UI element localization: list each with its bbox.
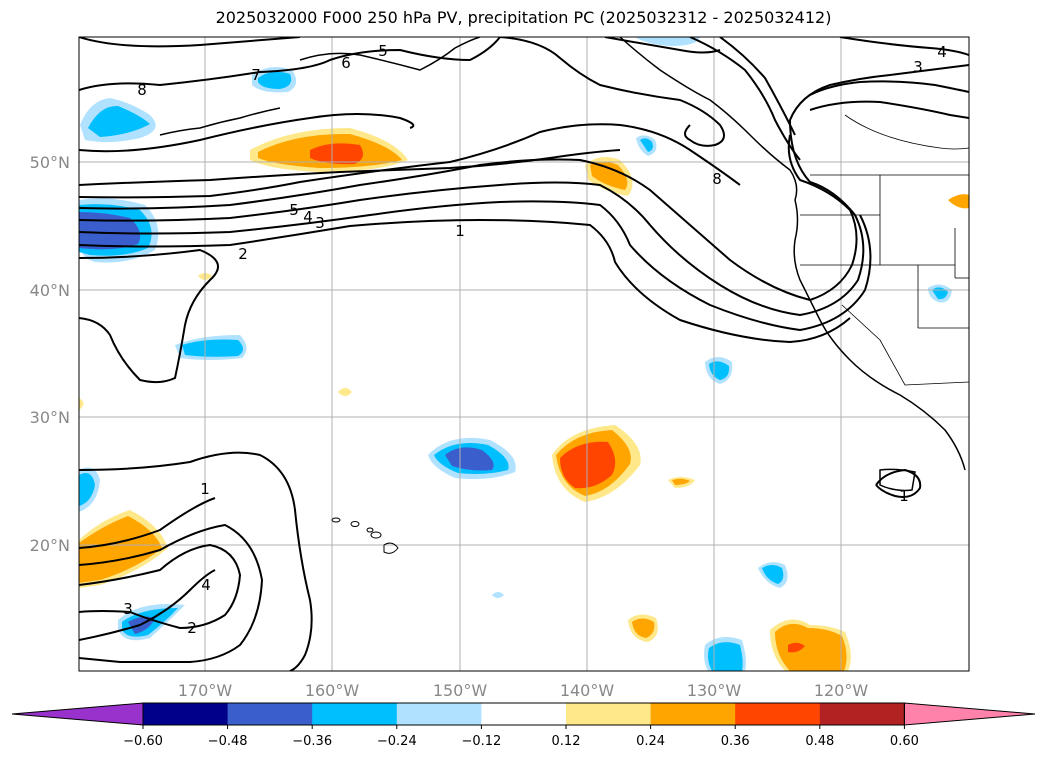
contour-label: 4 xyxy=(201,576,211,594)
colorbar-tick-label: −0.12 xyxy=(461,734,501,749)
contour-label: 4 xyxy=(937,43,947,61)
coastlines xyxy=(159,37,966,492)
gridlines xyxy=(79,37,969,671)
contour-label: 8 xyxy=(712,170,722,188)
contour-label: 8 xyxy=(137,81,147,99)
colorbar-tick-label: −0.48 xyxy=(208,734,248,749)
lon-label-160w: 160°W xyxy=(305,681,360,700)
colorbar-tick-label: 0.60 xyxy=(890,734,919,749)
hawaii-islands xyxy=(331,517,399,554)
colorbar-segment xyxy=(227,703,313,725)
colorbar-tick-label: 0.48 xyxy=(805,734,834,749)
map-panel: 8 7 6 5 5 4 3 2 1 8 3 4 1 4 3 2 1 xyxy=(79,37,969,671)
contour-label: 6 xyxy=(341,54,351,72)
colorbar-segment xyxy=(819,703,905,725)
political-borders xyxy=(800,114,969,386)
contour-label: 3 xyxy=(123,600,133,618)
lon-label-130w: 130°W xyxy=(687,681,742,700)
lat-label-40n: 40°N xyxy=(30,281,70,300)
contour-label: 3 xyxy=(315,214,325,232)
contour-label: 2 xyxy=(238,245,248,263)
longitude-labels: 170°W 160°W 150°W 140°W 130°W 120°W xyxy=(178,681,869,700)
colorbar-tick-label: −0.36 xyxy=(292,734,332,749)
colorbar-segment xyxy=(396,703,482,725)
colorbar-extend-right xyxy=(903,702,1036,726)
lat-label-50n: 50°N xyxy=(30,153,70,172)
lat-label-20n: 20°N xyxy=(30,536,70,555)
colorbar-tick-label: 0.36 xyxy=(721,734,750,749)
lon-label-170w: 170°W xyxy=(178,681,233,700)
contour-label: 1 xyxy=(455,222,465,240)
colorbar-segment xyxy=(566,703,652,725)
lon-label-120w: 120°W xyxy=(814,681,869,700)
lon-label-140w: 140°W xyxy=(560,681,615,700)
contour-label: 5 xyxy=(289,201,299,219)
colorbar-segment xyxy=(650,703,736,725)
colorbar-tick-label: −0.60 xyxy=(123,734,163,749)
colorbar-frame xyxy=(142,702,905,726)
contour-label: 1 xyxy=(899,487,909,505)
colorbar-tick-label: 0.12 xyxy=(552,734,581,749)
map-frame xyxy=(78,36,970,672)
pv-contours xyxy=(79,37,969,671)
contour-label: 7 xyxy=(251,66,261,84)
contour-labels: 8 7 6 5 5 4 3 2 1 8 3 4 1 4 3 2 1 xyxy=(123,42,947,637)
lat-label-30n: 30°N xyxy=(30,408,70,427)
colorbar-tick-label: −0.24 xyxy=(377,734,417,749)
colorbar-extend-left xyxy=(11,702,144,726)
contour-label: 2 xyxy=(187,619,197,637)
contour-label: 4 xyxy=(303,208,313,226)
colorbar-segment xyxy=(481,703,567,725)
lon-label-150w: 150°W xyxy=(433,681,488,700)
colorbar-segment xyxy=(735,703,821,725)
colorbar-tick-label: 0.24 xyxy=(636,734,665,749)
colorbar: −0.60 −0.48 −0.36 −0.24 −0.12 0.12 0.24 0.36 0.4… xyxy=(11,702,1036,749)
contour-label: 5 xyxy=(378,42,388,60)
map-title: 2025032000 F000 250 hPa PV, precipitatio… xyxy=(215,8,832,27)
latitude-labels: 50°N 40°N 30°N 20°N xyxy=(30,153,70,555)
colorbar-segment xyxy=(143,703,229,725)
contour-label: 1 xyxy=(200,480,210,498)
contour-label: 3 xyxy=(913,58,923,76)
colorbar-segment xyxy=(312,703,398,725)
